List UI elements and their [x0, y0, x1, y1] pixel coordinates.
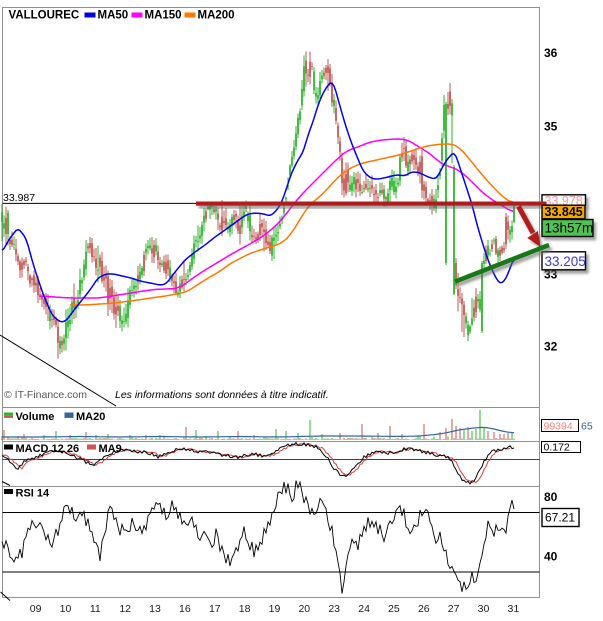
svg-text:MACD 12 26: MACD 12 26 [16, 443, 80, 455]
svg-text:RSI 14: RSI 14 [16, 488, 51, 500]
svg-text:12: 12 [119, 603, 131, 615]
svg-text:11: 11 [90, 603, 101, 615]
svg-text:33.205: 33.205 [545, 254, 586, 269]
svg-text:20: 20 [298, 603, 310, 615]
svg-text:MA50: MA50 [98, 10, 129, 22]
svg-text:19: 19 [269, 603, 281, 615]
svg-text:23: 23 [328, 603, 340, 615]
svg-text:24: 24 [358, 603, 370, 615]
svg-text:33.845: 33.845 [545, 205, 583, 219]
svg-text:MA20: MA20 [76, 411, 105, 423]
svg-text:40: 40 [544, 550, 558, 564]
svg-text:10: 10 [60, 603, 72, 615]
svg-text:33: 33 [544, 268, 558, 282]
svg-text:30: 30 [478, 603, 490, 615]
svg-text:65: 65 [581, 420, 593, 432]
svg-text:31: 31 [508, 603, 520, 615]
svg-text:VALLOUREC: VALLOUREC [9, 10, 80, 22]
svg-text:MA150: MA150 [145, 10, 182, 22]
svg-text:35: 35 [544, 120, 558, 134]
svg-text:0.172: 0.172 [544, 442, 570, 454]
svg-text:26: 26 [418, 603, 430, 615]
svg-text:80: 80 [544, 490, 558, 504]
svg-text:09: 09 [30, 603, 42, 615]
svg-text:MA200: MA200 [198, 10, 235, 22]
svg-text:17: 17 [209, 603, 221, 615]
svg-text:33.987: 33.987 [3, 192, 35, 204]
svg-text:13: 13 [149, 603, 161, 615]
svg-text:© IT-Finance.com: © IT-Finance.com [4, 389, 87, 401]
svg-text:13h57m: 13h57m [545, 221, 594, 236]
svg-text:18: 18 [239, 603, 251, 615]
svg-text:16: 16 [179, 603, 191, 615]
svg-text:36: 36 [544, 46, 558, 60]
svg-text:MA9: MA9 [99, 443, 122, 455]
svg-text:32: 32 [544, 339, 558, 353]
svg-text:Volume: Volume [16, 411, 55, 423]
svg-text:Les informations sont données: Les informations sont données à titre in… [115, 389, 329, 401]
svg-text:27: 27 [448, 603, 460, 615]
svg-text:99394: 99394 [544, 420, 573, 432]
svg-text:67.21: 67.21 [545, 511, 575, 525]
svg-text:25: 25 [388, 603, 400, 615]
